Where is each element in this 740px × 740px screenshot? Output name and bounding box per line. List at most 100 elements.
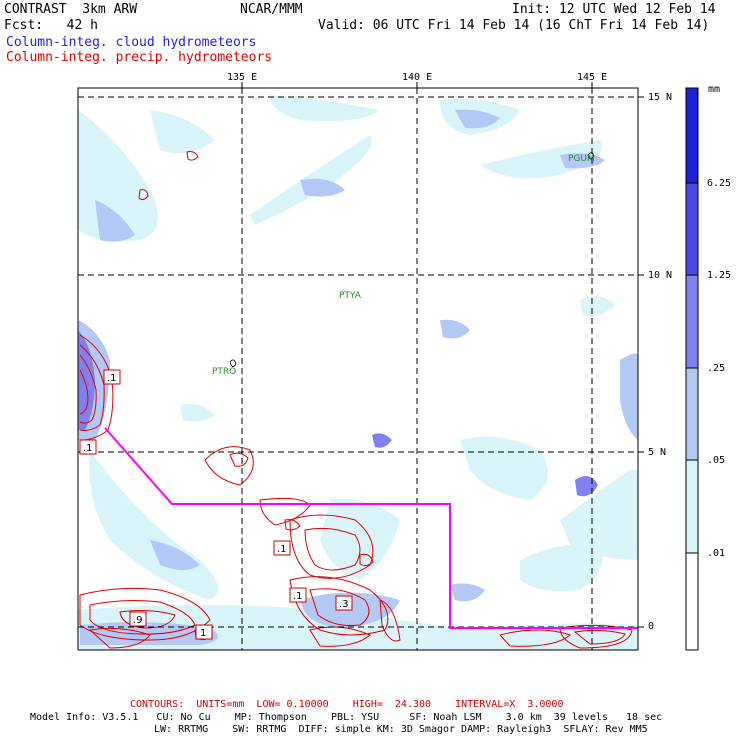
map-frame	[77, 87, 639, 651]
contour-info: CONTOURS: UNITS=mm LOW= 0.10000 HIGH= 24…	[130, 699, 564, 710]
cloud-patch	[620, 353, 638, 440]
lat-lon-grid	[78, 88, 638, 650]
legend-band-3	[686, 183, 698, 275]
domain-boundary	[104, 427, 638, 629]
precip-contour	[89, 600, 196, 635]
precip-contour	[119, 610, 176, 629]
station-marker-ptro	[229, 359, 237, 367]
model-title: CONTRAST 3km ARW	[4, 2, 138, 17]
legend-level: 1.25	[707, 270, 732, 281]
station-marker-pgum	[587, 152, 595, 160]
legend-band-2	[686, 275, 698, 368]
precip-contour	[186, 151, 199, 161]
station-label: PTRO	[212, 367, 236, 377]
cloud-field-label: Column-integ. cloud hydrometeors	[6, 35, 257, 50]
precip-contour	[499, 629, 571, 647]
precip-contour	[304, 527, 361, 571]
cloud-patch	[440, 319, 470, 339]
precip-contour	[289, 576, 389, 636]
lon-label: 135 E	[227, 72, 258, 83]
precip-contours	[79, 151, 633, 649]
lat-label: 10 N	[648, 270, 673, 281]
precip-contour	[309, 588, 370, 626]
precip-contour	[79, 369, 89, 415]
cloud-patch	[560, 153, 605, 169]
contour-label-box	[129, 611, 147, 627]
legend-unit: mm	[708, 84, 721, 95]
contour-label: .1	[293, 591, 303, 602]
organization-label: NCAR/MMM	[240, 2, 303, 17]
cloud-patch	[89, 450, 218, 600]
legend-band-4	[686, 88, 698, 183]
contour-label: .9	[133, 615, 143, 626]
lon-label: 145 E	[577, 72, 608, 83]
color-legend	[685, 87, 699, 651]
lat-label: 5 N	[648, 447, 667, 458]
cloud-patch	[270, 95, 380, 122]
precip-contour	[88, 627, 151, 649]
cloud-patch	[80, 622, 218, 645]
cloud-patch	[450, 583, 485, 602]
precip-contour	[79, 344, 105, 431]
contour-label: .1	[277, 544, 287, 555]
legend-band-1	[686, 368, 698, 460]
precip-contour	[284, 519, 301, 531]
contour-label-box	[79, 439, 97, 455]
precip-contour	[259, 497, 311, 526]
contour-label-box	[195, 624, 213, 640]
cloud-patch	[78, 330, 95, 430]
precip-contour	[289, 514, 374, 579]
contour-label-box	[335, 595, 353, 611]
legend-band-0	[686, 460, 698, 553]
valid-time: Valid: 06 UTC Fri 14 Feb 14 (16 ChT Fri …	[318, 18, 710, 33]
contour-labels: .1 .1 .1 .1 .3 .9 1	[79, 369, 353, 640]
forecast-hour: Fcst: 42 h	[4, 18, 98, 33]
cloud-patch	[460, 436, 548, 500]
axis-ticks	[241, 82, 644, 628]
legend-band-below	[686, 553, 698, 650]
lon-label: 140 E	[402, 72, 433, 83]
cloud-patch	[520, 544, 603, 592]
cloud-patch	[150, 110, 215, 154]
model-info-line1: Model Info: V3.5.1 CU: No Cu MP: Thompso…	[30, 712, 663, 723]
cloud-patch	[560, 470, 638, 560]
precip-contour	[79, 587, 211, 641]
contour-label: .1	[107, 373, 117, 384]
station-label: PTYA	[339, 291, 362, 301]
legend-level: .01	[707, 548, 726, 559]
precip-contour	[79, 334, 114, 441]
precip-contour	[359, 553, 374, 567]
cloud-patch	[575, 476, 598, 497]
cloud-patch	[480, 140, 602, 179]
legend-level: .05	[707, 455, 726, 466]
contour-label-box	[289, 587, 307, 603]
precip-contour	[573, 629, 626, 645]
cloud-patch	[455, 109, 500, 129]
cloud-patch	[150, 540, 200, 570]
precip-contour	[138, 189, 149, 201]
cloud-patch	[372, 433, 392, 448]
contour-label-box	[103, 369, 121, 385]
cloud-patch	[95, 200, 135, 242]
station-label: PGUM	[568, 154, 595, 164]
cloud-patch	[580, 296, 615, 317]
precip-contour	[559, 624, 633, 649]
precip-field-label: Column-integ. precip. hydrometeors	[6, 50, 273, 65]
precip-contour	[379, 599, 401, 642]
legend-level: .25	[707, 363, 726, 374]
cloud-patch	[300, 178, 345, 197]
contour-label: .1	[83, 443, 93, 454]
model-info-line2: LW: RRTMG SW: RRTMG DIFF: simple KM: 3D …	[154, 724, 648, 735]
contour-label: 1	[200, 628, 206, 639]
init-time: Init: 12 UTC Wed 12 Feb 14	[512, 2, 716, 17]
contour-label-box	[273, 540, 291, 556]
lat-label: 15 N	[648, 92, 673, 103]
cloud-patch	[180, 403, 215, 422]
cloud-patches	[78, 95, 638, 650]
precip-contour	[204, 446, 254, 486]
lat-label: 0	[648, 621, 655, 632]
cloud-patch	[320, 499, 400, 580]
legend-frame	[685, 87, 699, 651]
legend-level: 6.25	[707, 178, 732, 189]
